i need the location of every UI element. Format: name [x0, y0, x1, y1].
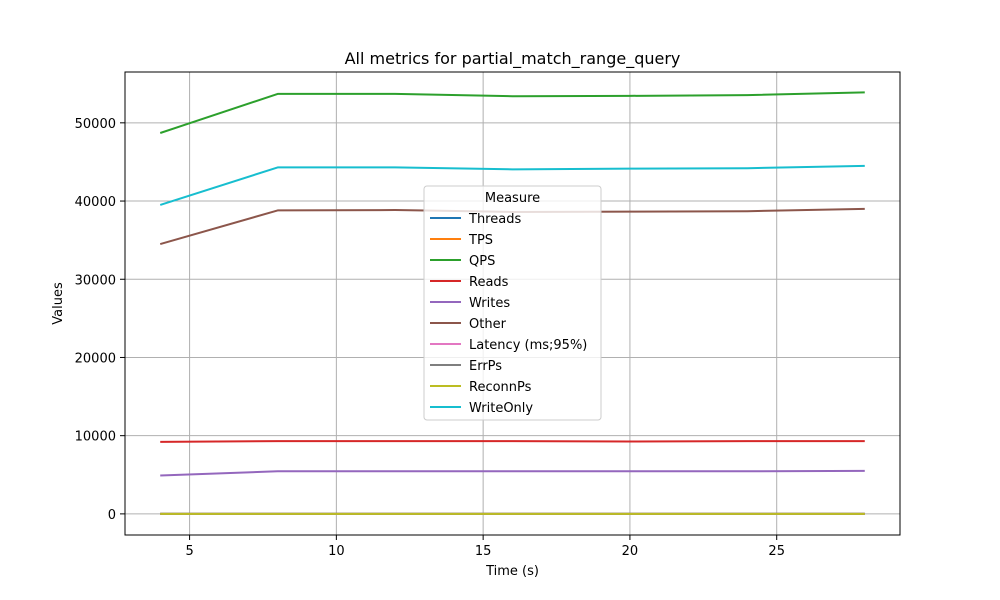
series-layer [159, 91, 865, 515]
plot-frame [124, 71, 901, 536]
series-line-2 [159, 91, 865, 134]
legend-entry: QPS [469, 254, 495, 269]
x-tick-label: 25 [768, 544, 785, 559]
y-axis-label: Values [51, 282, 66, 325]
legend: Measure Threads TPS QPS Reads Writes Other Lat… [423, 185, 602, 421]
legend-entry: ErrPs [469, 359, 502, 374]
chart-title: All metrics for partial_match_range_quer… [345, 49, 681, 69]
series-line-3 [160, 440, 865, 443]
legend-entry: Threads [468, 212, 521, 227]
legend-items: Threads TPS QPS Reads Writes Other Latency (ms… [430, 212, 587, 416]
y-tick-label: 40000 [75, 195, 116, 210]
legend-entry: WriteOnly [469, 401, 533, 416]
x-tick-label: 15 [475, 544, 492, 559]
series-line-9 [159, 164, 865, 206]
legend-title: Measure [485, 191, 540, 206]
legend-entry: Reads [469, 275, 509, 290]
x-tick-label: 10 [328, 544, 345, 559]
y-tick-label: 30000 [75, 273, 116, 288]
x-tick-label: 20 [622, 544, 639, 559]
legend-entry: Latency (ms;95%) [469, 338, 587, 353]
legend-box [423, 185, 602, 421]
y-tick-label: 0 [108, 508, 116, 523]
series-line-4 [160, 469, 865, 477]
y-tick-label: 10000 [75, 430, 116, 445]
legend-entry: Other [469, 317, 507, 332]
legend-entry: Writes [469, 296, 510, 311]
x-axis-label: Time (s) [485, 564, 539, 579]
legend-entry: ReconnPs [469, 380, 532, 395]
x-tick-label: 5 [185, 544, 193, 559]
legend-entry: TPS [468, 233, 493, 248]
y-tick-label: 50000 [75, 117, 116, 132]
y-tick-label: 20000 [75, 351, 116, 366]
ticks: 5 10 15 20 25 0 10000 20000 30000 40000 50000 [75, 117, 785, 559]
